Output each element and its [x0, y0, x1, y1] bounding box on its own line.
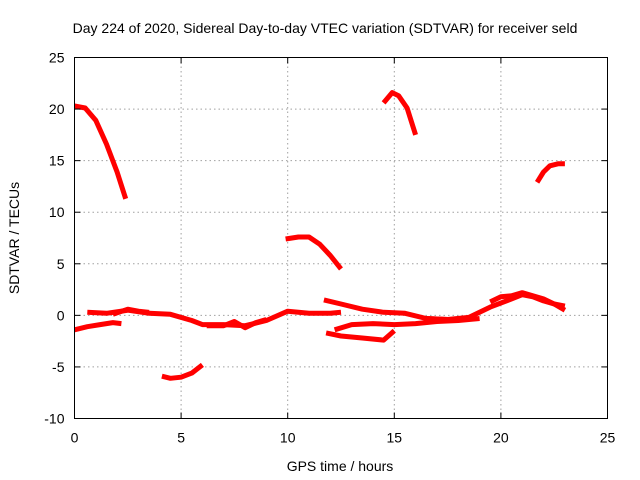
plot-frame	[74, 57, 608, 419]
series-arc-11	[381, 90, 418, 136]
y-tick-label: 25	[49, 50, 65, 66]
series-arc-2	[73, 320, 122, 333]
series-arc-13	[489, 290, 567, 313]
series-arc-14	[534, 161, 565, 184]
y-axis-label: SDTVAR / TECUs	[6, 182, 22, 294]
series-layer	[73, 90, 567, 381]
series-arc-9	[325, 328, 396, 343]
series-arc-6	[206, 317, 268, 331]
y-tick-label: -5	[52, 359, 65, 375]
x-tick-label: 0	[71, 430, 79, 446]
y-tick-label: 10	[49, 204, 65, 220]
x-tick-label: 15	[387, 430, 403, 446]
series-arc-4	[112, 306, 150, 317]
y-tick-label: 15	[49, 153, 65, 169]
grid	[74, 57, 608, 419]
series-arc-5	[161, 362, 204, 381]
y-tick-label: 5	[57, 256, 65, 272]
axes: 0 5 10 15 20 25 -10 -5 0 5 10 15 20 25	[44, 50, 615, 446]
y-tick-label: -10	[44, 411, 64, 427]
chart-title: Day 224 of 2020, Sidereal Day-to-day VTE…	[73, 20, 578, 36]
x-axis-label: GPS time / hours	[287, 458, 394, 474]
x-tick-label: 25	[600, 430, 616, 446]
series-arc-7	[285, 234, 343, 271]
x-tick-label: 10	[280, 430, 296, 446]
series-arc-1	[74, 103, 129, 200]
y-tick-label: 20	[49, 101, 65, 117]
x-tick-label: 5	[177, 430, 185, 446]
x-tick-label: 20	[493, 430, 509, 446]
y-tick-label: 0	[57, 307, 65, 323]
